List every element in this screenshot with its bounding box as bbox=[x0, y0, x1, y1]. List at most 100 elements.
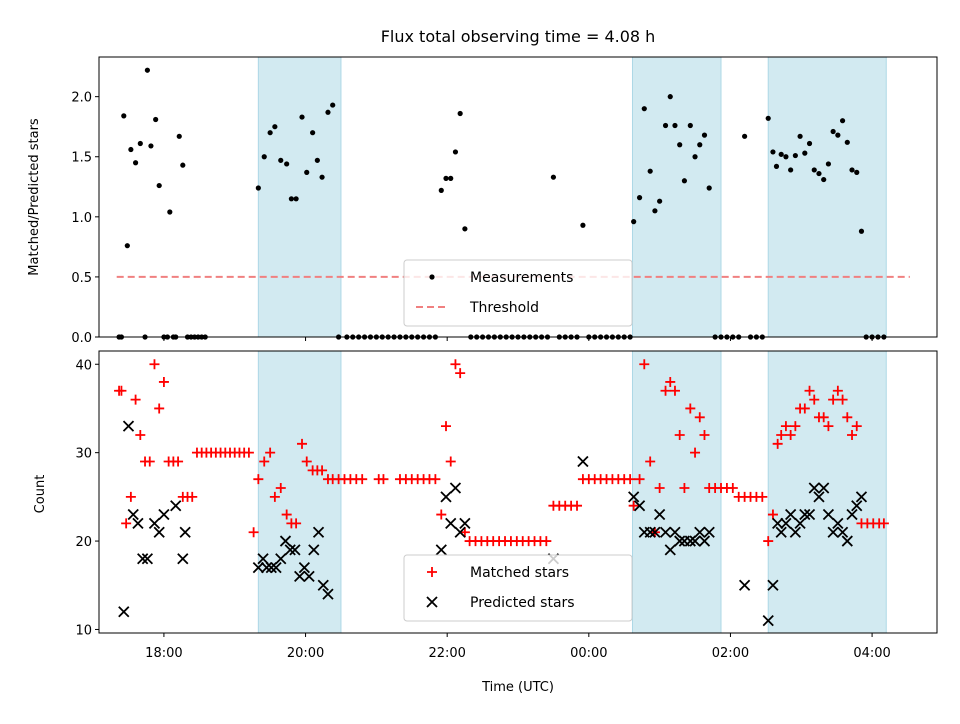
matched-star-point bbox=[154, 403, 165, 414]
predicted-star-point bbox=[684, 535, 696, 547]
predicted-star-point bbox=[738, 579, 751, 591]
measurement-point bbox=[830, 128, 836, 135]
predicted-star-point bbox=[275, 553, 287, 565]
measurement-point bbox=[839, 118, 846, 124]
matched-star-point bbox=[135, 429, 146, 440]
measurement-point bbox=[869, 334, 875, 340]
measurement-point bbox=[468, 334, 474, 340]
predicted-star-point bbox=[289, 544, 301, 556]
measurement-point bbox=[802, 150, 808, 156]
predicted-star-point bbox=[808, 482, 820, 494]
measurement-point bbox=[272, 124, 278, 130]
measurement-point bbox=[515, 334, 521, 340]
legend-label: Predicted stars bbox=[470, 595, 575, 611]
matched-star-point bbox=[455, 368, 466, 379]
matched-star-point bbox=[130, 394, 141, 405]
matched-star-point bbox=[243, 447, 254, 458]
y-tick-label: 40 bbox=[75, 358, 92, 373]
measurement-point bbox=[550, 174, 557, 180]
measurement-point bbox=[849, 167, 855, 173]
measurement-point bbox=[544, 334, 551, 340]
matched-star-point bbox=[121, 518, 132, 529]
measurement-point bbox=[409, 334, 415, 340]
axes-frame bbox=[98, 350, 938, 634]
predicted-star-point bbox=[633, 500, 646, 512]
measurement-point bbox=[533, 334, 539, 340]
matched-star-point bbox=[248, 527, 259, 538]
matched-star-point bbox=[757, 491, 768, 502]
predicted-star-point bbox=[689, 535, 701, 547]
measurement-point bbox=[657, 198, 663, 204]
matched-star-point bbox=[639, 359, 650, 370]
predicted-star-point bbox=[659, 526, 672, 538]
predicted-star-point bbox=[789, 526, 802, 538]
measurement-point bbox=[556, 334, 562, 340]
predicted-star-point bbox=[260, 561, 273, 574]
measurement-point bbox=[881, 334, 887, 340]
measurement-point bbox=[667, 94, 673, 100]
legend-box bbox=[403, 259, 633, 327]
predicted-star-point bbox=[303, 570, 315, 583]
matched-star-point bbox=[634, 474, 645, 485]
measurement-point bbox=[770, 149, 776, 155]
measurement-point bbox=[314, 157, 320, 163]
measurement-point bbox=[325, 109, 331, 115]
y-tick-label: 20 bbox=[75, 535, 92, 550]
measurement-point bbox=[385, 334, 391, 340]
predicted-star-point bbox=[822, 508, 835, 521]
measurement-point bbox=[438, 187, 444, 193]
measurement-point bbox=[474, 334, 480, 340]
measurement-point bbox=[609, 334, 616, 340]
matched-star-point bbox=[780, 421, 791, 432]
matched-star-point bbox=[144, 456, 155, 467]
x-tick-label: 20:00 bbox=[287, 646, 324, 661]
measurement-point bbox=[124, 243, 130, 249]
measurement-point bbox=[497, 334, 503, 340]
measurement-point bbox=[598, 334, 604, 340]
measurement-point bbox=[167, 209, 173, 215]
measurement-point bbox=[457, 110, 463, 117]
matched-star-point bbox=[799, 403, 810, 414]
predicted-star-point bbox=[435, 544, 447, 556]
matched-star-point bbox=[679, 483, 690, 494]
measurement-point bbox=[863, 334, 869, 340]
predicted-star-point bbox=[179, 526, 191, 538]
measurement-point bbox=[662, 122, 669, 129]
legend-label: Matched stars bbox=[470, 565, 569, 581]
shaded-span bbox=[257, 350, 342, 634]
predicted-star-point bbox=[459, 517, 471, 530]
predicted-star-point bbox=[141, 553, 154, 565]
measurement-point bbox=[293, 196, 299, 202]
y-tick-label: 2.0 bbox=[71, 91, 92, 106]
measurement-point bbox=[415, 334, 421, 340]
matched-star-point bbox=[828, 394, 839, 405]
measurement-point bbox=[344, 334, 350, 340]
measurement-point bbox=[503, 334, 509, 340]
measurement-point bbox=[636, 195, 643, 201]
measurement-point bbox=[335, 334, 342, 340]
matched-star-point bbox=[116, 385, 127, 396]
predicted-star-point bbox=[653, 508, 666, 521]
y-tick-label: 0.5 bbox=[71, 271, 92, 286]
predicted-star-point bbox=[449, 482, 462, 494]
predicted-star-point bbox=[317, 579, 329, 591]
measurement-point bbox=[647, 168, 653, 174]
measurement-point bbox=[128, 146, 134, 153]
measurement-point bbox=[310, 130, 316, 136]
measurement-point bbox=[527, 334, 533, 340]
legend-label: Threshold bbox=[469, 300, 539, 316]
measurement-point bbox=[681, 178, 688, 184]
measurement-point bbox=[137, 140, 143, 147]
matched-star-point bbox=[297, 438, 308, 449]
predicted-star-point bbox=[785, 508, 797, 521]
matched-star-point bbox=[149, 359, 160, 370]
x-tick-label: 22:00 bbox=[428, 646, 465, 661]
measurement-point bbox=[491, 334, 497, 340]
predicted-star-point bbox=[836, 526, 849, 538]
predicted-star-point bbox=[118, 606, 130, 618]
measurement-point bbox=[432, 334, 438, 340]
matched-star-point bbox=[878, 518, 889, 529]
matched-star-point bbox=[674, 429, 685, 440]
measurement-point bbox=[479, 334, 486, 340]
